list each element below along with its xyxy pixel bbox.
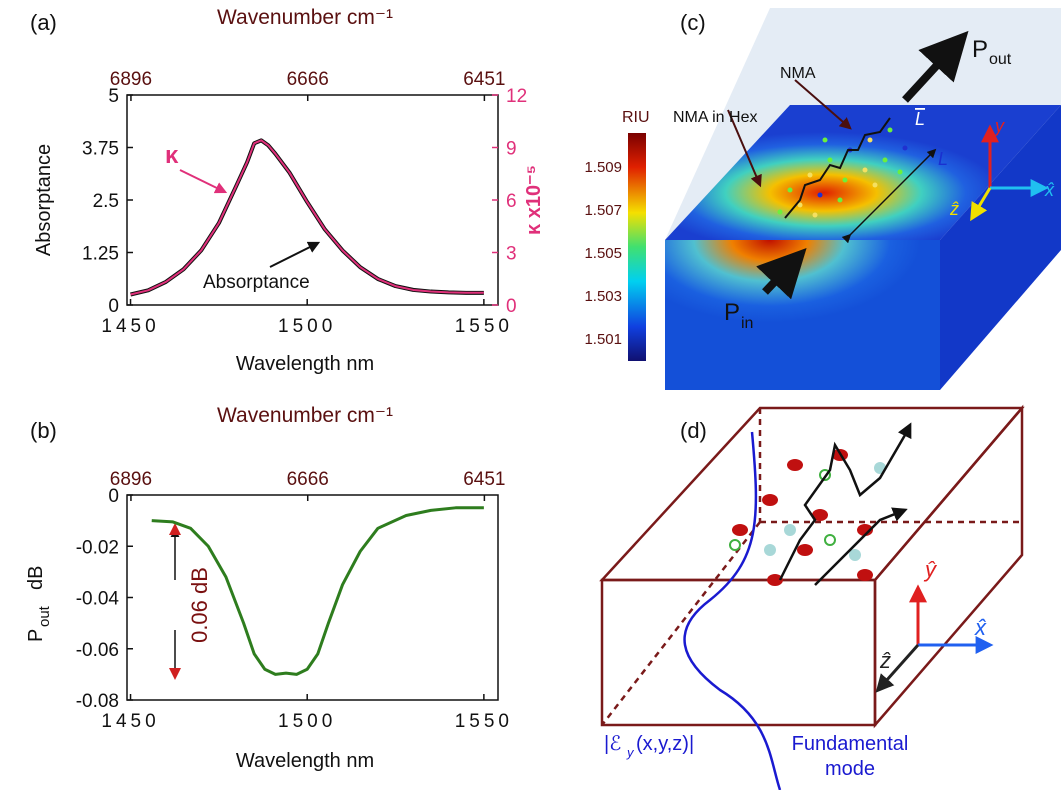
annotation-arrow (269, 241, 321, 268)
mode-label: Fundamental (792, 733, 909, 755)
axis-label: x̂ (1044, 180, 1055, 200)
box (599, 404, 1025, 729)
annotation-arrow (727, 109, 762, 188)
mode-label: mode (825, 758, 875, 780)
panel-label: (c) (680, 10, 706, 35)
axis-label: x̂ (974, 615, 987, 640)
y2-tick-label: 12 (506, 86, 527, 107)
series-line (151, 506, 484, 676)
length-label: L (938, 149, 948, 169)
y-tick-label: 0 (108, 486, 119, 507)
y-tick-label: -0.04 (76, 589, 120, 610)
y-tick-label: 0 (108, 296, 119, 317)
x2-tick-label: 6451 (463, 469, 505, 490)
plot-frame (126, 94, 499, 306)
p-out-sub: out (989, 51, 1012, 68)
annotation-arrow (179, 169, 228, 194)
particles (729, 449, 886, 586)
x2-tick-label: 6666 (287, 469, 329, 490)
y2-tick-label: 6 (506, 191, 517, 212)
p-in-sub: in (741, 315, 753, 332)
field-label: |ℰ (604, 733, 621, 755)
colorbar-tick: 1.509 (584, 159, 622, 176)
random-walk (814, 507, 908, 586)
y-tick-label: 5 (108, 86, 119, 107)
y-axis-title-base: P (25, 629, 47, 642)
x-tick-label: 1450 (101, 316, 159, 337)
colorbar-title: RIU (622, 109, 650, 126)
axis-label: ẑ (949, 199, 959, 219)
panel-label: (b) (30, 418, 57, 443)
x2-tick-label: 6451 (463, 69, 505, 90)
x-tick-label: 1550 (455, 316, 513, 337)
annotation: 0.06 dB (187, 567, 212, 643)
x2-tick-label: 6666 (287, 69, 329, 90)
y2-tick-label: 9 (506, 139, 517, 160)
y2-axis-title: κ x10⁻⁵ (523, 165, 545, 235)
waveguide-side (940, 105, 1061, 390)
panel-label: (d) (680, 418, 707, 443)
y-axis-title: Absorptance (33, 144, 55, 256)
y-axis-title-sub: out (36, 605, 53, 627)
x-axis-title: Wavelength nm (236, 353, 374, 375)
y-tick-label: -0.08 (76, 691, 119, 712)
random-walk (778, 422, 912, 581)
axis-label: ẑ (879, 648, 891, 673)
x-tick-label: 1500 (278, 711, 336, 732)
x2-tick-label: 6896 (110, 469, 152, 490)
colorbar-tick: 1.501 (584, 331, 622, 348)
random-walk (784, 117, 891, 219)
y2-tick-label: 3 (506, 244, 517, 265)
axis-label: y (993, 116, 1005, 136)
y-tick-label: 2.5 (93, 191, 119, 212)
colorbar (628, 133, 646, 361)
y-tick-label: -0.02 (76, 537, 119, 558)
field-label-rest: (x,y,z)| (636, 733, 694, 755)
panel-label: (a) (30, 10, 57, 35)
x-tick-label: 1450 (101, 711, 159, 732)
y2-tick-label: 0 (506, 296, 517, 317)
p-in-label: P (724, 299, 740, 326)
arrow-head (169, 668, 181, 680)
colorbar-tick: 1.505 (584, 245, 622, 262)
y-tick-label: 1.25 (82, 244, 119, 265)
x2-axis-title: Wavenumber cm⁻¹ (217, 6, 393, 29)
annotation-arrow (794, 79, 852, 130)
mode-profile (683, 431, 782, 790)
x-tick-label: 1500 (278, 316, 336, 337)
x-axis-title: Wavelength nm (236, 750, 374, 772)
colorbar-ticks: 1.509 1.507 1.505 1.503 1.501 (584, 159, 622, 348)
y-axis-title: P out dB (25, 566, 53, 642)
y-axis-title-unit: dB (25, 566, 47, 590)
series-label: Absorptance (203, 272, 310, 293)
axis-arrow (970, 187, 992, 222)
colorbar-tick: 1.507 (584, 202, 622, 219)
length-arrow (841, 148, 937, 244)
series-label: κ (165, 142, 179, 169)
axis-arrow (875, 644, 920, 693)
series-line (130, 139, 484, 296)
p-in-arrow (756, 248, 807, 300)
waveguide-front (665, 240, 940, 390)
arrow-head (169, 523, 181, 535)
colorbar-tick: 1.503 (584, 288, 622, 305)
y-tick-label: 3.75 (82, 139, 119, 160)
p-out-arrow (902, 30, 969, 103)
axis-label: ŷ (923, 557, 938, 582)
field-label-sub: y (626, 745, 635, 760)
x2-axis-title: Wavenumber cm⁻¹ (217, 404, 393, 427)
y-tick-label: -0.06 (76, 640, 119, 661)
p-out-label: P (972, 36, 988, 63)
length-label: L (915, 109, 925, 129)
annotation: NMA (780, 65, 816, 82)
annotation: NMA in Hex (673, 109, 757, 126)
x2-tick-label: 6896 (110, 69, 152, 90)
x-tick-label: 1550 (455, 711, 513, 732)
